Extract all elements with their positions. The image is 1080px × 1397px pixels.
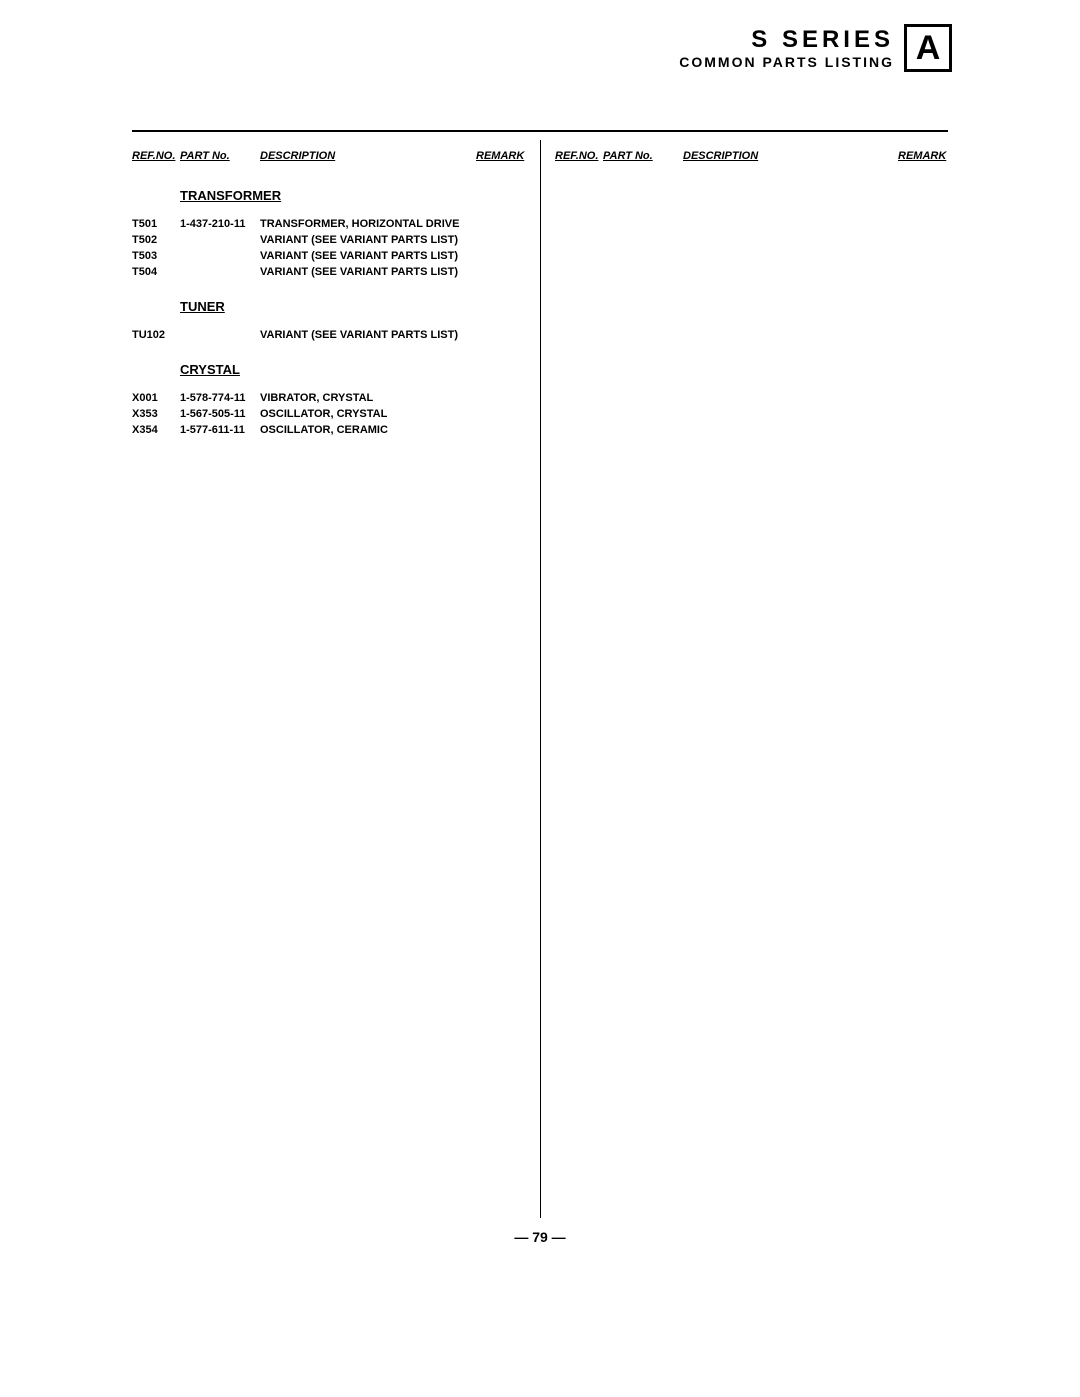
header-title: S SERIES [679,26,894,54]
cell-remark [476,265,526,281]
cell-part: 1-577-611-11 [180,423,260,439]
table-row: X3541-577-611-11OSCILLATOR, CERAMIC [132,423,526,439]
cell-ref: T501 [132,217,180,233]
cell-desc: TRANSFORMER, HORIZONTAL DRIVE [260,217,476,233]
table-row: T503 VARIANT (SEE VARIANT PARTS LIST) [132,249,526,265]
col-header-part: PART No. [180,150,260,162]
cell-desc: OSCILLATOR, CRYSTAL [260,407,476,423]
cell-ref: X353 [132,407,180,423]
col-header-desc: DESCRIPTION [260,150,476,162]
table-row: T502 VARIANT (SEE VARIANT PARTS LIST) [132,233,526,249]
col-header-ref: REF.NO. [132,150,180,162]
columns-container: REF.NO. PART No. DESCRIPTION REMARK TRAN… [132,140,948,1218]
col-header-remark: REMARK [476,150,526,162]
header-section-box: A [904,24,952,72]
cell-part [180,249,260,265]
cell-part: 1-437-210-11 [180,217,260,233]
cell-desc: VARIANT (SEE VARIANT PARTS LIST) [260,265,476,281]
cell-desc: OSCILLATOR, CERAMIC [260,423,476,439]
right-column: REF.NO. PART No. DESCRIPTION REMARK [540,140,948,1218]
section-title: CRYSTAL [180,362,526,377]
cell-remark [476,407,526,423]
cell-desc: VARIANT (SEE VARIANT PARTS LIST) [260,328,476,344]
header-subtitle: COMMON PARTS LISTING [679,54,894,70]
content-area: REF.NO. PART No. DESCRIPTION REMARK TRAN… [132,130,948,1218]
cell-ref: X354 [132,423,180,439]
cell-ref: TU102 [132,328,180,344]
col-header-ref: REF.NO. [555,150,603,162]
cell-ref: X001 [132,391,180,407]
cell-desc: VARIANT (SEE VARIANT PARTS LIST) [260,233,476,249]
table-row: T5011-437-210-11TRANSFORMER, HORIZONTAL … [132,217,526,233]
cell-ref: T503 [132,249,180,265]
col-header-desc: DESCRIPTION [683,150,898,162]
section-title: TUNER [180,299,526,314]
cell-part: 1-578-774-11 [180,391,260,407]
cell-remark [476,249,526,265]
cell-remark [476,391,526,407]
cell-ref: T504 [132,265,180,281]
page-header: S SERIES COMMON PARTS LISTING A [679,24,952,72]
cell-desc: VIBRATOR, CRYSTAL [260,391,476,407]
cell-part [180,265,260,281]
page-number: — 79 — [0,1229,1080,1245]
cell-remark [476,328,526,344]
col-header-part: PART No. [603,150,683,162]
cell-part [180,233,260,249]
right-column-header: REF.NO. PART No. DESCRIPTION REMARK [555,150,948,162]
cell-remark [476,423,526,439]
cell-remark [476,233,526,249]
table-row: X0011-578-774-11VIBRATOR, CRYSTAL [132,391,526,407]
cell-ref: T502 [132,233,180,249]
sections-host: TRANSFORMERT5011-437-210-11TRANSFORMER, … [132,188,526,439]
left-column-header: REF.NO. PART No. DESCRIPTION REMARK [132,150,526,162]
header-section-letter: A [916,29,941,68]
cell-desc: VARIANT (SEE VARIANT PARTS LIST) [260,249,476,265]
left-column: REF.NO. PART No. DESCRIPTION REMARK TRAN… [132,140,540,1218]
col-header-remark: REMARK [898,150,948,162]
cell-remark [476,217,526,233]
table-row: X3531-567-505-11OSCILLATOR, CRYSTAL [132,407,526,423]
cell-part [180,328,260,344]
header-text-block: S SERIES COMMON PARTS LISTING [679,26,894,70]
cell-part: 1-567-505-11 [180,407,260,423]
top-rule [132,130,948,132]
table-row: T504 VARIANT (SEE VARIANT PARTS LIST) [132,265,526,281]
section-title: TRANSFORMER [180,188,526,203]
table-row: TU102 VARIANT (SEE VARIANT PARTS LIST) [132,328,526,344]
